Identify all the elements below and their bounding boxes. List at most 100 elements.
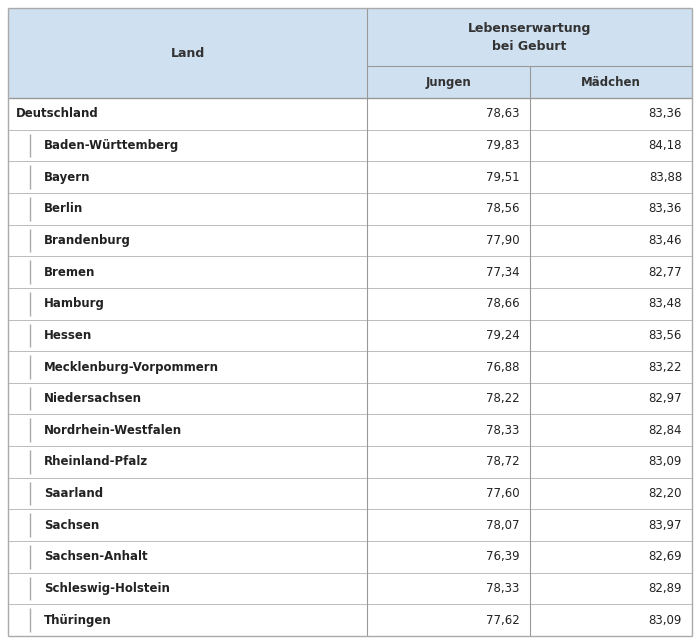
Bar <box>529 129 692 161</box>
Bar <box>8 288 367 319</box>
Text: 82,97: 82,97 <box>648 392 682 405</box>
Bar <box>529 256 692 288</box>
Bar <box>529 383 692 415</box>
Text: 84,18: 84,18 <box>648 139 682 152</box>
Text: 82,69: 82,69 <box>648 551 682 564</box>
Bar <box>367 383 529 415</box>
Text: 79,51: 79,51 <box>486 171 519 184</box>
Text: 83,36: 83,36 <box>649 202 682 215</box>
Bar <box>367 351 529 383</box>
Bar <box>529 98 692 129</box>
Bar <box>529 541 692 573</box>
Text: 83,36: 83,36 <box>649 108 682 120</box>
Bar <box>529 478 692 509</box>
Bar <box>8 8 367 66</box>
Text: 83,22: 83,22 <box>648 361 682 374</box>
Bar <box>367 193 529 225</box>
Text: Mädchen: Mädchen <box>581 75 640 88</box>
Text: Sachsen: Sachsen <box>44 518 99 532</box>
Bar <box>8 319 367 351</box>
Bar <box>8 66 367 98</box>
Bar <box>367 98 529 129</box>
Text: 77,90: 77,90 <box>486 234 519 247</box>
Bar <box>8 98 367 129</box>
Bar <box>529 604 692 636</box>
Bar <box>8 541 367 573</box>
Bar <box>367 161 529 193</box>
Bar <box>529 66 692 98</box>
Text: 82,84: 82,84 <box>648 424 682 437</box>
Text: Jungen: Jungen <box>426 75 471 88</box>
Text: 79,24: 79,24 <box>486 329 519 342</box>
Bar <box>8 478 367 509</box>
Text: 82,77: 82,77 <box>648 265 682 279</box>
Bar <box>529 415 692 446</box>
Text: 79,83: 79,83 <box>486 139 519 152</box>
Text: 78,07: 78,07 <box>486 518 519 532</box>
Bar <box>367 573 529 604</box>
Text: 78,22: 78,22 <box>486 392 519 405</box>
Text: 83,09: 83,09 <box>649 614 682 627</box>
Bar <box>529 573 692 604</box>
Bar <box>8 193 367 225</box>
Bar <box>367 446 529 478</box>
Bar <box>367 256 529 288</box>
Bar <box>367 478 529 509</box>
Text: Brandenburg: Brandenburg <box>44 234 131 247</box>
Bar <box>529 225 692 256</box>
Text: 77,62: 77,62 <box>486 614 519 627</box>
Text: Land: Land <box>170 46 204 59</box>
Bar <box>529 161 692 193</box>
Bar <box>8 383 367 415</box>
Text: 78,72: 78,72 <box>486 455 519 468</box>
Bar <box>367 415 529 446</box>
Bar <box>367 541 529 573</box>
Text: 78,63: 78,63 <box>486 108 519 120</box>
Bar <box>8 351 367 383</box>
Text: Bayern: Bayern <box>44 171 90 184</box>
Text: 78,33: 78,33 <box>486 424 519 437</box>
Text: Sachsen-Anhalt: Sachsen-Anhalt <box>44 551 148 564</box>
Text: 83,97: 83,97 <box>648 518 682 532</box>
Bar <box>367 8 692 66</box>
Bar <box>367 604 529 636</box>
Bar <box>8 604 367 636</box>
Bar <box>367 129 529 161</box>
Text: Rheinland-Pfalz: Rheinland-Pfalz <box>44 455 148 468</box>
Text: 78,66: 78,66 <box>486 297 519 310</box>
Text: Saarland: Saarland <box>44 487 103 500</box>
Bar <box>8 129 367 161</box>
Text: 78,33: 78,33 <box>486 582 519 595</box>
Text: Niedersachsen: Niedersachsen <box>44 392 142 405</box>
Bar <box>367 319 529 351</box>
Text: 82,89: 82,89 <box>648 582 682 595</box>
Text: 83,46: 83,46 <box>648 234 682 247</box>
Text: Bremen: Bremen <box>44 265 95 279</box>
Bar <box>8 509 367 541</box>
Text: Schleswig-Holstein: Schleswig-Holstein <box>44 582 170 595</box>
Text: Hamburg: Hamburg <box>44 297 105 310</box>
Bar <box>529 319 692 351</box>
Text: 82,20: 82,20 <box>648 487 682 500</box>
Bar <box>367 509 529 541</box>
Bar <box>8 161 367 193</box>
Text: 83,88: 83,88 <box>649 171 682 184</box>
Text: Lebenserwartung
bei Geburt: Lebenserwartung bei Geburt <box>468 21 592 53</box>
Text: 77,34: 77,34 <box>486 265 519 279</box>
Bar <box>367 225 529 256</box>
Bar <box>8 573 367 604</box>
Text: Deutschland: Deutschland <box>16 108 99 120</box>
Bar <box>8 446 367 478</box>
Bar <box>529 288 692 319</box>
Text: Berlin: Berlin <box>44 202 83 215</box>
Text: 77,60: 77,60 <box>486 487 519 500</box>
Bar <box>367 288 529 319</box>
Text: 76,88: 76,88 <box>486 361 519 374</box>
Text: Baden-Württemberg: Baden-Württemberg <box>44 139 179 152</box>
Bar <box>367 66 529 98</box>
Text: Nordrhein-Westfalen: Nordrhein-Westfalen <box>44 424 182 437</box>
Text: 83,56: 83,56 <box>649 329 682 342</box>
Bar <box>529 193 692 225</box>
Text: 83,09: 83,09 <box>649 455 682 468</box>
Text: Mecklenburg-Vorpommern: Mecklenburg-Vorpommern <box>44 361 219 374</box>
